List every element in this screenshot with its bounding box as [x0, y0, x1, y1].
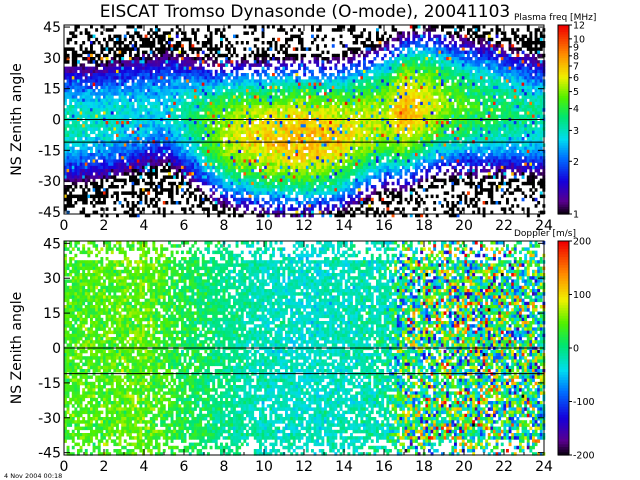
colorbar-title: Doppler [m/s]	[514, 229, 576, 239]
y-tick-label: -45	[38, 205, 61, 221]
y-tick-label: 30	[43, 271, 61, 287]
y-tick-label: -15	[38, 376, 61, 392]
x-tick-label: 8	[220, 459, 229, 475]
x-tick-label: 16	[375, 459, 393, 475]
timestamp: 4 Nov 2004 00:18	[4, 472, 62, 480]
colorbar-tick-label: 5	[573, 87, 579, 98]
y-tick-label: 45	[43, 20, 61, 36]
colorbar-tick-label: -200	[573, 451, 595, 462]
y-tick-label: 0	[52, 113, 61, 129]
x-tick-label: 10	[255, 459, 273, 475]
colorbar-tick-label: 1	[573, 210, 579, 221]
figure-title: EISCAT Tromso Dynasonde (O-mode), 200411…	[100, 2, 510, 22]
colorbar-tick-label: 0	[573, 344, 579, 355]
colorbar-tick-label: 100	[573, 290, 591, 301]
x-tick-label: 20	[455, 459, 473, 475]
doppler-velocity-panel: 0 2 4 6 8 10 12 14 16 18 20 22 244530150-15-30-45NS …	[9, 229, 595, 475]
colorbar-tick-label: 2	[573, 157, 579, 168]
x-tick-label: 2	[100, 218, 109, 234]
x-tick-label: 12	[295, 218, 313, 234]
x-tick-label: 24	[535, 459, 553, 475]
x-tick-label: 4	[140, 218, 149, 234]
colorbar-tick-label: 6	[573, 73, 579, 84]
y-tick-label: -15	[38, 143, 61, 159]
y-tick-label: -45	[38, 446, 61, 462]
x-tick-label: 6	[180, 459, 189, 475]
colorbar-tick-label: 7	[573, 61, 579, 72]
plasma-frequency-panel: 0 2 4 6 8 10 12 14 16 18 20 22 244530150-15-30-45NS …	[9, 13, 596, 234]
x-tick-label: 16	[375, 218, 393, 234]
x-tick-label: 10	[255, 218, 273, 234]
y-tick-label: 45	[43, 236, 61, 252]
x-tick-label: 22	[495, 218, 513, 234]
y-tick-label: 30	[43, 51, 61, 67]
x-tick-label: 18	[415, 459, 433, 475]
colorbar-title: Plasma freq [MHz]	[514, 13, 596, 23]
x-tick-label: 14	[335, 218, 353, 234]
x-tick-label: 6	[180, 218, 189, 234]
x-tick-label: 12	[295, 459, 313, 475]
colorbar-tick-label: -100	[573, 397, 595, 408]
colorbar-tick-label: 4	[573, 104, 579, 115]
x-tick-label: 20	[455, 218, 473, 234]
colorbar-tick-label: 3	[573, 126, 579, 137]
x-tick-label: 18	[415, 218, 433, 234]
x-tick-label: 14	[335, 459, 353, 475]
x-tick-label: 2	[100, 459, 109, 475]
y-axis-label: NS Zenith angle	[9, 292, 25, 404]
x-tick-label: 22	[495, 459, 513, 475]
y-tick-label: 0	[52, 341, 61, 357]
y-tick-label: 15	[43, 306, 61, 322]
y-tick-label: -30	[38, 174, 61, 190]
y-tick-label: 15	[43, 82, 61, 98]
heatmap-cells	[64, 25, 545, 217]
x-tick-label: 8	[220, 218, 229, 234]
y-axis-label: NS Zenith angle	[9, 63, 25, 175]
y-tick-label: -30	[38, 411, 61, 427]
x-tick-label: 4	[140, 459, 149, 475]
